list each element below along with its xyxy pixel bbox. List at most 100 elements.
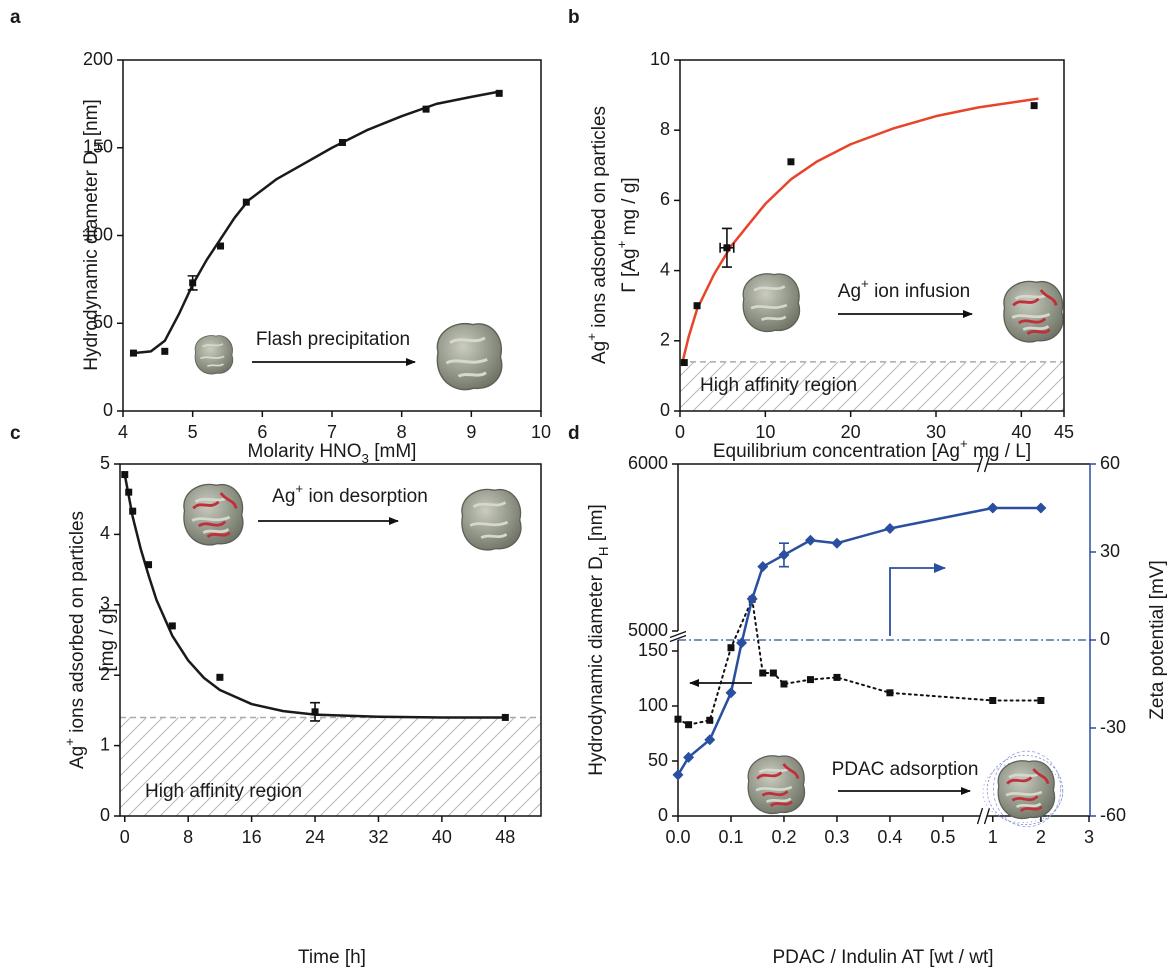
annotation: PDAC adsorption: [832, 759, 979, 780]
text-part: Ag: [589, 341, 610, 364]
x-axis-label: Molarity HNO3 [mM]: [248, 441, 417, 466]
axis-break: [976, 807, 991, 825]
particle: [435, 322, 504, 392]
text-part: Flash precipitation: [256, 329, 410, 350]
text-part: Time [h]: [298, 947, 366, 968]
data-point: [727, 644, 735, 652]
text-part: Equilibrium concentration [Ag: [713, 441, 960, 462]
y-axis-label: Ag+ ions adsorbed on particles: [584, 106, 610, 364]
data-point: [145, 561, 153, 569]
annotation: Flash precipitation: [256, 329, 410, 350]
text-part: Molarity HNO: [248, 441, 362, 462]
x-tick-label: 0: [120, 827, 130, 847]
data-point: [746, 593, 758, 605]
x-tick-label: 30: [926, 422, 946, 442]
x-tick-label: 0.4: [877, 827, 902, 847]
y-tick-label: 100: [638, 695, 668, 715]
data-point: [685, 721, 693, 729]
particle: [1004, 281, 1063, 342]
plot-frame: [119, 463, 542, 817]
panel-letter: a: [10, 7, 21, 28]
text-part: +: [295, 481, 303, 496]
data-point: [125, 488, 133, 496]
text-part: +: [62, 738, 77, 746]
x-tick-label: 0.2: [771, 827, 796, 847]
x-tick-label: 0: [675, 422, 685, 442]
y-tick-label: 150: [638, 640, 668, 660]
data-point: [987, 502, 999, 514]
text-part: PDAC adsorption: [832, 759, 979, 780]
y-axis-label: Γ [Ag+ mg / g]: [614, 177, 640, 292]
y-tick-label: 0: [660, 400, 670, 420]
y-tick-label: 2: [660, 330, 670, 350]
x-tick-label: 9: [466, 422, 476, 442]
text-part: ions adsorbed on particles: [67, 511, 88, 738]
text-part: Γ [Ag: [619, 248, 640, 292]
panel-letter: d: [568, 423, 580, 444]
data-point: [1030, 102, 1038, 110]
annotation: Ag+ ion desorption: [272, 481, 428, 507]
panel-letter: b: [568, 7, 580, 28]
data-point: [672, 769, 684, 781]
x-tick-label: 48: [495, 827, 515, 847]
x-tick-label: 0.0: [665, 827, 690, 847]
text-part: [mg / g]: [97, 608, 118, 671]
x-tick-label: 8: [183, 827, 193, 847]
text-part: mg / L]: [968, 441, 1031, 462]
x-tick-label: 24: [305, 827, 325, 847]
panel-letter: c: [10, 423, 21, 444]
axis-break: [976, 455, 991, 473]
text-part: [mM]: [369, 441, 417, 462]
particle: [741, 272, 801, 333]
x-tick-label: 1: [988, 827, 998, 847]
x-axis-label: Time [h]: [298, 947, 366, 968]
y-tick-label: 200: [83, 49, 113, 69]
data-point: [769, 669, 777, 677]
x-tick-label: 0.5: [930, 827, 955, 847]
text-part: Ag: [838, 281, 861, 302]
x-tick-label: 2: [1036, 827, 1046, 847]
y2-tick-label: -60: [1100, 805, 1126, 825]
data-point: [501, 713, 509, 721]
text-part: PDAC / Indulin AT [wt / wt]: [772, 947, 993, 968]
y2-tick-label: 60: [1100, 453, 1120, 473]
data-point: [723, 244, 731, 252]
data-point: [989, 697, 997, 704]
y-tick-label: 50: [648, 750, 668, 770]
y-tick-label: 6000: [628, 453, 668, 473]
x-tick-label: 0.3: [824, 827, 849, 847]
text-part: H: [91, 141, 106, 151]
data-point: [338, 138, 346, 146]
region-label: High affinity region: [145, 781, 302, 802]
y-tick-label: 150: [83, 137, 113, 157]
data-point: [1035, 502, 1047, 514]
data-point: [704, 734, 716, 746]
text-part: ion desorption: [303, 486, 428, 507]
x-axis-label: PDAC / Indulin AT [wt / wt]: [772, 947, 993, 968]
data-point: [806, 676, 814, 684]
data-point: [311, 708, 319, 716]
y-tick-label: 6: [660, 189, 670, 209]
y-tick-label: 50: [93, 312, 113, 332]
text-part: +: [584, 333, 599, 341]
text-part: ion infusion: [869, 281, 970, 302]
data-point: [129, 349, 137, 357]
particle: [748, 756, 804, 814]
data-point: [242, 198, 250, 206]
y-tick-label: 10: [650, 49, 670, 69]
x-tick-label: 6: [257, 422, 267, 442]
y-tick-label: 4: [660, 259, 670, 279]
x-tick-label: 0.1: [718, 827, 743, 847]
y-axis-label: Hydrodynamic diameter DH [nm]: [586, 504, 611, 775]
data-point: [495, 89, 503, 97]
x-tick-label: 20: [841, 422, 861, 442]
y2-tick-label: 0: [1100, 629, 1110, 649]
x-axis-label: Equilibrium concentration [Ag+ mg / L]: [713, 436, 1031, 462]
y2-tick-label: 30: [1100, 541, 1120, 561]
region-label: High affinity region: [700, 375, 857, 396]
data-point: [757, 561, 769, 573]
x-tick-label: 10: [531, 422, 551, 442]
text-part: Hydrodynamic diameter D: [586, 556, 607, 776]
